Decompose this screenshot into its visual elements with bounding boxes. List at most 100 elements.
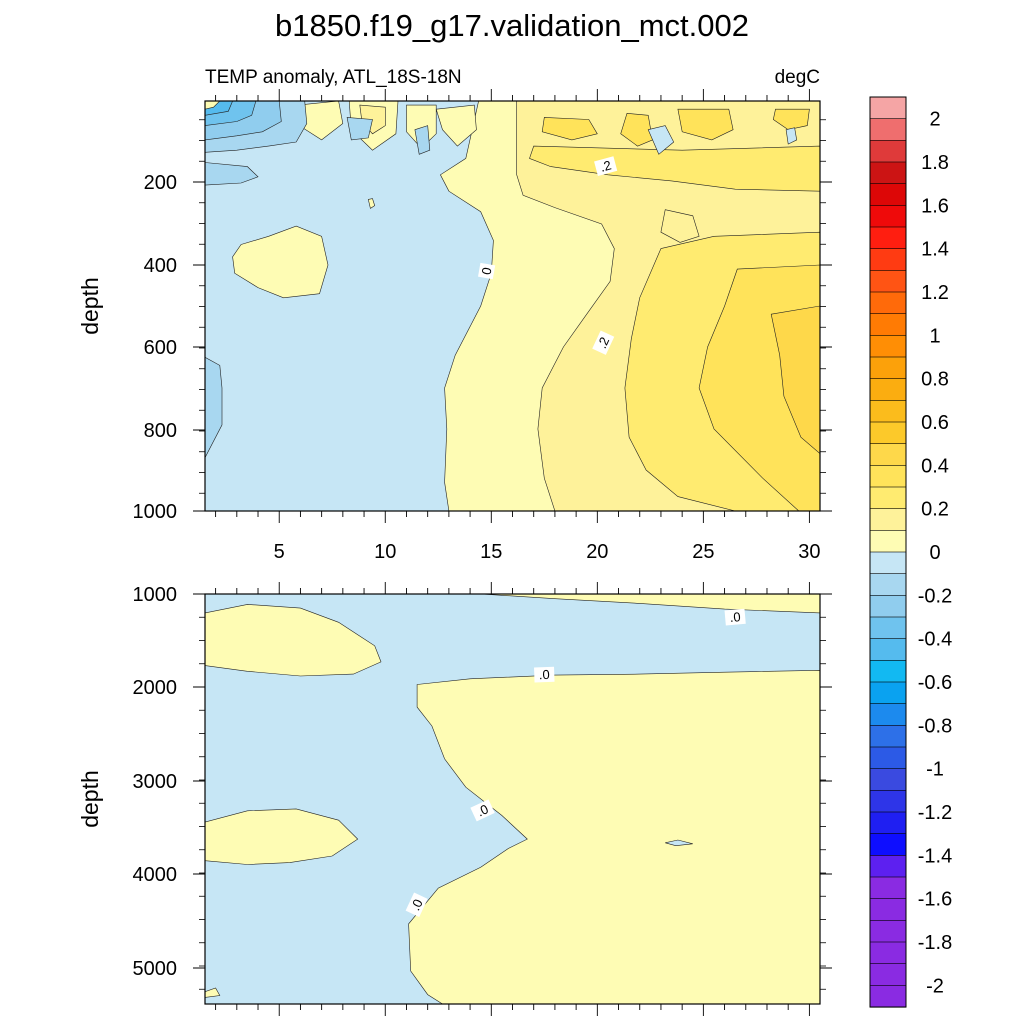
contour-label: .0 xyxy=(534,666,555,683)
colorbar-box xyxy=(869,226,907,250)
contour-region-17 xyxy=(435,104,477,147)
panel-bottom: .0 .0 .0 .0 depth 1000 2000 3000 4000 5000 xyxy=(77,582,832,1016)
colorbar-box xyxy=(869,768,907,791)
colorbar-box xyxy=(869,703,907,726)
contour-label-text: .0 xyxy=(729,609,741,625)
colorbar-label: 0.8 xyxy=(921,369,949,391)
contour-region-27 xyxy=(647,125,675,155)
colorbar-label: -1.8 xyxy=(918,932,952,954)
colorbar-label: 2 xyxy=(929,109,940,131)
colorbar-label: -1.4 xyxy=(918,845,952,867)
colorbar-box xyxy=(869,573,907,596)
contour-label: 0 xyxy=(478,262,496,280)
contour-label: .2 xyxy=(594,156,618,176)
y-tick-label: 1000 xyxy=(133,584,178,606)
contour-label-text: .0 xyxy=(539,667,550,682)
x-tick-label: 10 xyxy=(374,541,396,563)
colorbar-box xyxy=(869,421,907,445)
colorbar-label: -2 xyxy=(926,975,944,997)
contour-region-6 xyxy=(665,839,693,847)
colorbar-box xyxy=(869,681,907,705)
contour-region-18 xyxy=(367,198,376,209)
contour-label-text: .2 xyxy=(598,157,612,174)
colorbar-label: -0.6 xyxy=(918,672,952,694)
colorbar-box xyxy=(869,530,907,553)
colorbar-label: -1 xyxy=(926,759,944,781)
contour-region-5 xyxy=(205,987,221,998)
y-tick-label: 400 xyxy=(144,255,177,277)
contour-region-30 xyxy=(660,209,700,243)
contour-region-7 xyxy=(541,117,598,141)
colorbar: 2 1.8 1.6 1.4 1.2 1 0.8 0.6 0.4 0.2 0 -0.2 -0.4 -0.6 -… xyxy=(869,96,952,1008)
colorbar-box xyxy=(869,746,907,770)
colorbar-label: -1.6 xyxy=(918,889,952,911)
colorbar-box xyxy=(869,941,907,965)
contour-region-24 xyxy=(205,356,223,458)
colorbar-label: 0.6 xyxy=(921,412,949,434)
colorbar-box xyxy=(869,920,907,943)
y-tick-label: 3000 xyxy=(133,771,178,793)
y-axis-label: depth xyxy=(77,277,103,335)
contour-region-28 xyxy=(785,127,798,145)
contour-region-25 xyxy=(346,117,373,141)
panel-units: degC xyxy=(775,67,820,88)
colorbar-box xyxy=(869,465,907,488)
contour-region-10 xyxy=(772,108,810,131)
colorbar-box xyxy=(869,486,907,510)
contour-region-6 xyxy=(529,145,820,192)
colorbar-box xyxy=(869,876,907,900)
colorbar-box xyxy=(869,616,907,640)
colorbar-box xyxy=(869,205,907,228)
colorbar-box xyxy=(869,183,907,206)
contour-label: .0 xyxy=(724,608,746,626)
colorbar-box xyxy=(869,660,907,683)
colorbar-box xyxy=(869,161,907,185)
colorbar-label: 0 xyxy=(929,542,940,564)
contour-region-23 xyxy=(205,162,259,186)
contour-region-26 xyxy=(414,125,431,155)
contour-region-3 xyxy=(408,669,820,1004)
colorbar-box xyxy=(869,811,907,835)
colorbar-box xyxy=(869,313,907,336)
contour-label: .0 xyxy=(405,892,428,918)
y-tick-label: 2000 xyxy=(133,677,178,699)
y-tick-label: 200 xyxy=(144,172,177,194)
colorbar-box xyxy=(869,443,907,466)
contour-label: .0 xyxy=(470,799,495,822)
contour-region-4 xyxy=(205,808,359,865)
colorbar-label: 1.8 xyxy=(921,152,949,174)
colorbar-label: 0.2 xyxy=(921,499,949,521)
colorbar-label: -1.2 xyxy=(918,802,952,824)
colorbar-box xyxy=(869,508,907,531)
contour-region-11 xyxy=(232,225,329,299)
colorbar-box xyxy=(869,96,907,120)
colorbar-label: -0.2 xyxy=(918,585,952,607)
colorbar-box xyxy=(869,291,907,315)
contour-region-5 xyxy=(770,305,820,454)
contour-label-text: 0 xyxy=(479,266,495,276)
contour-region-29 xyxy=(205,101,221,110)
x-tick-label: 5 xyxy=(274,541,285,563)
colorbar-box xyxy=(869,790,907,813)
panel-title: TEMP anomaly, ATL_18S-18N xyxy=(205,67,462,88)
colorbar-label: 0.4 xyxy=(921,455,949,477)
colorbar-box xyxy=(869,985,907,1008)
colorbar-label: 1.2 xyxy=(921,282,949,304)
contour-region-1 xyxy=(205,604,382,677)
contour-region-9 xyxy=(677,108,734,141)
colorbar-box xyxy=(869,400,907,423)
contour-region-2 xyxy=(480,594,820,614)
x-tick-label: 20 xyxy=(586,541,608,563)
figure-title: b1850.f19_g17.validation_mct.002 xyxy=(275,8,749,43)
colorbar-box xyxy=(869,638,907,661)
colorbar-box xyxy=(869,378,907,401)
colorbar-box xyxy=(869,270,907,293)
colorbar-box xyxy=(869,140,907,163)
colorbar-box xyxy=(869,595,907,618)
y-tick-label: 1000 xyxy=(133,501,178,523)
y-tick-label: 600 xyxy=(144,337,177,359)
colorbar-box xyxy=(869,118,907,141)
colorbar-box xyxy=(869,248,907,271)
colorbar-label: 1.4 xyxy=(921,239,949,261)
